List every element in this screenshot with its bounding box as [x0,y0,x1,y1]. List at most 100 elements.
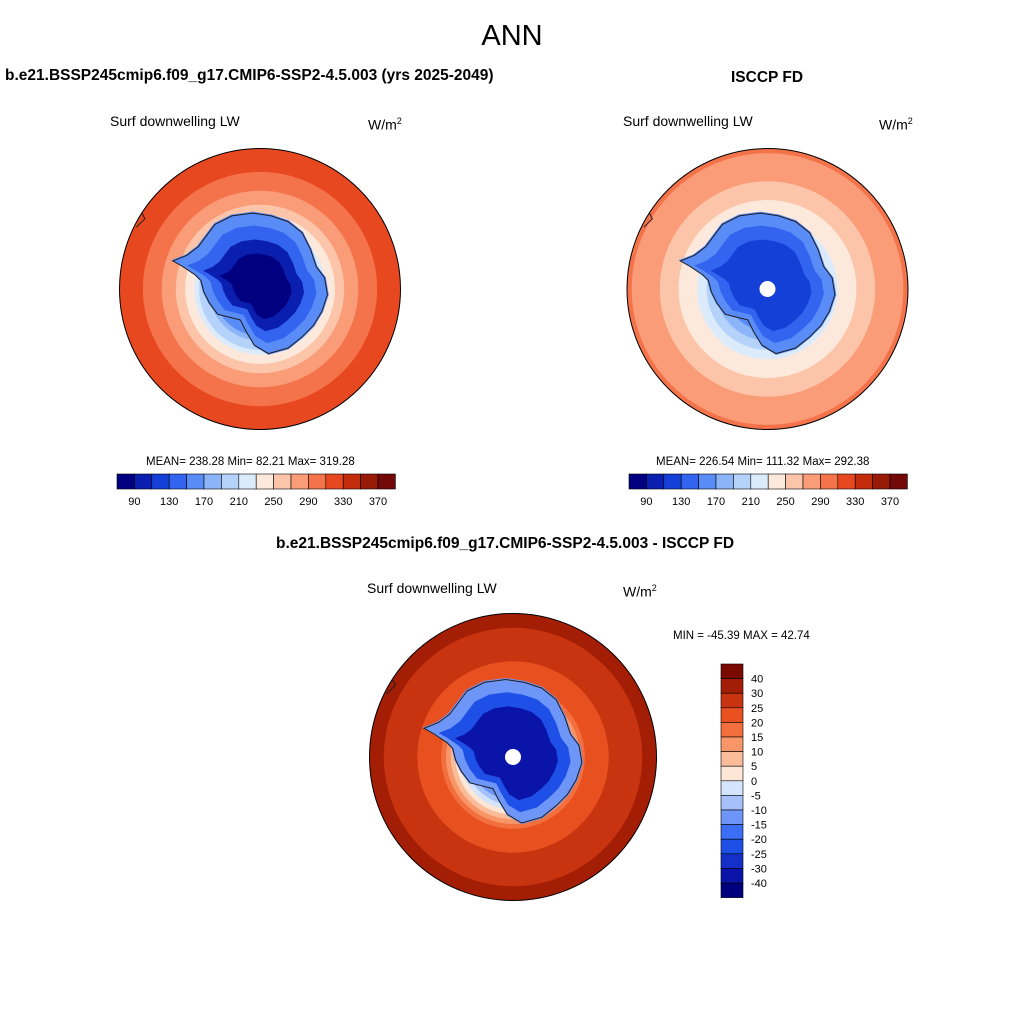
colorbar-cell [342,473,361,490]
colorbar-cell [151,473,170,490]
colorbar-tick-label: 15 [751,732,763,744]
colorbar-cell [308,473,327,490]
colorbar-tick-label: -5 [751,790,761,802]
colorbar-cell [720,882,744,898]
colorbar-cell [720,853,744,869]
panel3-stats: MIN = -45.39 MAX = 42.74 [673,630,810,642]
colorbar-tick-label: 370 [369,496,387,508]
colorbar-cell [646,473,665,490]
map-border [119,148,401,430]
colorbar-cell [273,473,292,490]
colorbar-tick-label: 25 [751,703,763,715]
colorbar-tick-label: 170 [707,496,725,508]
panel3-colorbar: 40 30 25 20 15 10 5 0 -5 -10 -15 -20 -25 -30 -40 [720,663,767,898]
antarctica-coastline [171,212,328,355]
panel1-units-label: W/m2 [368,116,402,133]
panel2-variable-label: Surf downwelling LW [623,113,753,129]
colorbar-cell [733,473,752,490]
colorbar-cell [203,473,222,490]
colorbar-tick-label: 250 [264,496,282,508]
colorbar-tick-label: 290 [299,496,317,508]
colorbar-cell [720,765,744,782]
colorbar-cell [698,473,717,490]
panel1-colorbar: 90 130 170 210 250 290 330 370 [116,473,396,508]
map-border [369,613,657,901]
colorbar-tick-label: 5 [751,761,757,773]
panel3-variable-label: Surf downwelling LW [367,580,497,596]
colorbar-tick-label: 30 [751,688,763,700]
colorbar-tick-label: 90 [128,496,140,508]
pole-missing-data [759,281,776,297]
colorbar-cell [134,473,153,490]
colorbar-cell [238,473,257,490]
panel2-title: ISCCP FD [731,69,804,86]
colorbar-tick-label: -30 [751,863,767,875]
colorbar-tick-label: 20 [751,717,763,729]
map-field [119,148,401,430]
colorbar-cell [720,692,744,709]
colorbar-cell [720,663,744,679]
colorbar-cell [720,722,744,738]
map-field [369,613,657,901]
colorbar-tick-label: -15 [751,820,767,832]
colorbar-cell [720,780,744,796]
colorbar-tick-label: 370 [881,496,899,508]
colorbar-tick-label: 130 [672,496,690,508]
colorbar-tick-label: -25 [751,849,767,861]
colorbar-cell [720,795,744,811]
colorbar-tick-label: 0 [751,776,757,788]
panel1-polar-map [119,148,401,430]
continent-shade [219,253,292,320]
colorbar-cell [820,473,839,490]
colorbar-cell [325,473,344,490]
colorbar-cell [720,809,744,825]
colorbar-cell [767,473,786,490]
colorbar-tick-label: 40 [751,674,763,686]
colorbar-cell [785,473,804,490]
colorbar-tick-label: 210 [230,496,248,508]
colorbar-tick-label: 90 [640,496,652,508]
colorbar-tick-label: 170 [195,496,213,508]
colorbar-cell [628,473,647,490]
figure-title: ANN [481,20,543,52]
colorbar-tick-label: -10 [751,805,767,817]
map-field [627,148,908,430]
map-border [626,148,909,430]
colorbar-tick-label: 330 [334,496,352,508]
colorbar-cell [872,473,891,490]
pole-missing-data [505,749,521,765]
colorbar-tick-label: 210 [742,496,760,508]
panel1-stats: MEAN= 238.28 Min= 82.21 Max= 319.28 [146,456,355,468]
panel2-polar-map [626,148,909,430]
colorbar-tick-label: 290 [811,496,829,508]
colorbar-cell [680,473,699,490]
colorbar-cell [720,678,744,694]
colorbar-cell [377,473,396,490]
antarctica-coastline [679,212,836,355]
panel2-stats: MEAN= 226.54 Min= 111.32 Max= 292.38 [656,456,870,468]
colorbar-cell [854,473,873,490]
antarctica-coastline [422,678,583,824]
colorbar-tick-label: 250 [776,496,794,508]
colorbar-tick-label: 10 [751,747,763,759]
colorbar-cell [802,473,821,490]
colorbar-cell [720,736,744,752]
colorbar-tick-label: 130 [160,496,178,508]
colorbar-cell [720,751,744,767]
colorbar-cell [290,473,309,490]
colorbar-tick-label: -20 [751,834,767,846]
panel2-units-label: W/m2 [879,116,913,133]
panel1-title: b.e21.BSSP245cmip6.f09_g17.CMIP6-SSP2-4.… [5,67,494,84]
colorbar-cell [116,473,135,490]
colorbar-cell [837,473,856,490]
colorbar-cell [186,473,205,490]
colorbar-cell [720,707,744,723]
colorbar-tick-label: -40 [751,878,767,890]
colorbar-cell [720,868,744,884]
colorbar-cell [715,473,734,490]
colorbar-cell [360,473,379,490]
colorbar-cell [255,473,274,490]
panel3-polar-map [369,613,657,901]
colorbar-cell [720,824,744,840]
panel3-title: b.e21.BSSP245cmip6.f09_g17.CMIP6-SSP2-4.… [276,535,735,552]
